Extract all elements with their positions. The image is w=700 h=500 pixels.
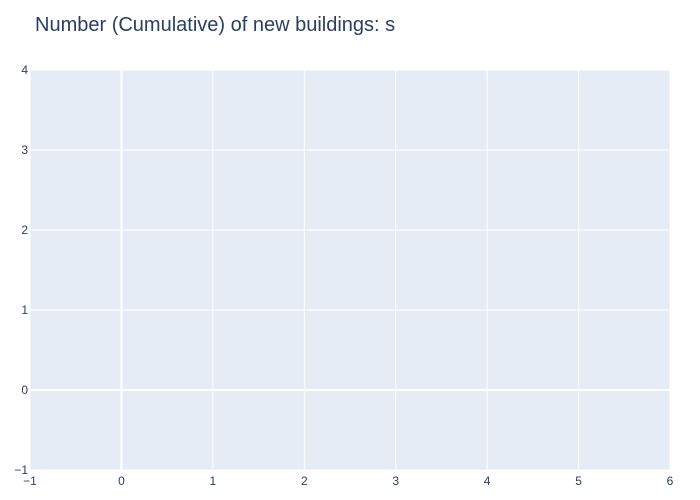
y-tick-label: 2 [21,223,28,237]
x-tick-label: −1 [23,474,37,488]
x-axis-tick-labels: −1 0 1 2 3 4 5 6 [23,474,674,488]
y-tick-label: 1 [21,303,28,317]
y-tick-label: 0 [21,383,28,397]
x-tick-label: 2 [301,474,308,488]
x-tick-label: 5 [575,474,582,488]
x-gridlines [29,70,671,470]
y-tick-label: −1 [14,463,28,477]
y-axis-tick-labels: −1 0 1 2 3 4 [14,63,28,477]
x-tick-label: 6 [667,474,674,488]
plot-background [30,70,670,470]
chart-title: Number (Cumulative) of new buildings: s [35,14,396,36]
x-tick-label: 0 [118,474,125,488]
y-tick-label: 3 [21,143,28,157]
x-tick-label: 3 [392,474,399,488]
x-tick-label: 4 [484,474,491,488]
x-tick-label: 1 [210,474,217,488]
y-tick-label: 4 [21,63,28,77]
y-gridlines [30,69,670,471]
